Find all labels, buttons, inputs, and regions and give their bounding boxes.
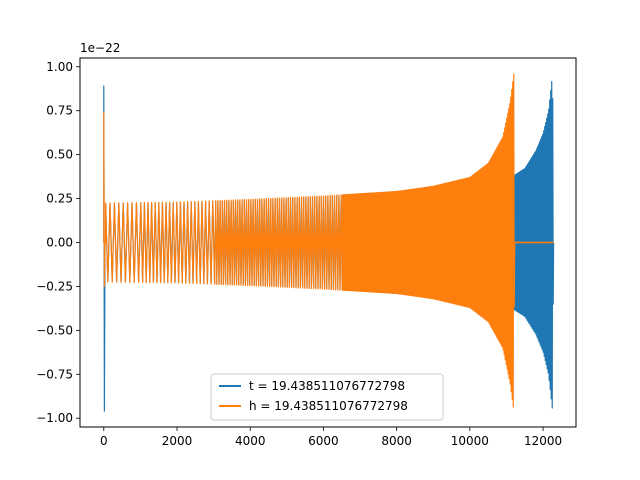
x-tick-label: 4000: [235, 434, 266, 448]
y-offset-label: 1e−22: [80, 41, 120, 55]
y-tick-label: −0.25: [36, 279, 73, 293]
series-1-line: [103, 73, 554, 408]
y-tick-label: 0.00: [46, 236, 73, 250]
y-tick-label: 0.75: [46, 104, 73, 118]
y-tick-label: −0.75: [36, 367, 73, 381]
x-tick-label: 10000: [451, 434, 489, 448]
y-tick-label: −0.50: [36, 323, 73, 337]
series-1-path: [103, 73, 554, 408]
x-tick-label: 12000: [524, 434, 562, 448]
x-tick-label: 0: [100, 434, 108, 448]
x-axis: 0 2000 4000 6000 8000 10000 12000: [100, 427, 562, 448]
legend-label-1: h = 19.438511076772798: [249, 399, 408, 413]
x-tick-label: 2000: [162, 434, 193, 448]
legend-label-0: t = 19.438511076772798: [249, 379, 405, 393]
y-tick-label: 0.50: [46, 148, 73, 162]
y-tick-label: 1.00: [46, 60, 73, 74]
x-tick-label: 6000: [308, 434, 339, 448]
legend-box: [210, 373, 444, 421]
y-tick-label: −1.00: [36, 411, 73, 425]
y-axis: 1.00 0.75 0.50 0.25 0.00 −0.25 −0.50 −0.75 −1.00: [36, 60, 80, 425]
y-tick-label: 0.25: [46, 192, 73, 206]
plot-area: [103, 73, 555, 412]
x-tick-label: 8000: [381, 434, 412, 448]
legend: t = 19.438511076772798 h = 19.43851107677…: [210, 373, 444, 421]
